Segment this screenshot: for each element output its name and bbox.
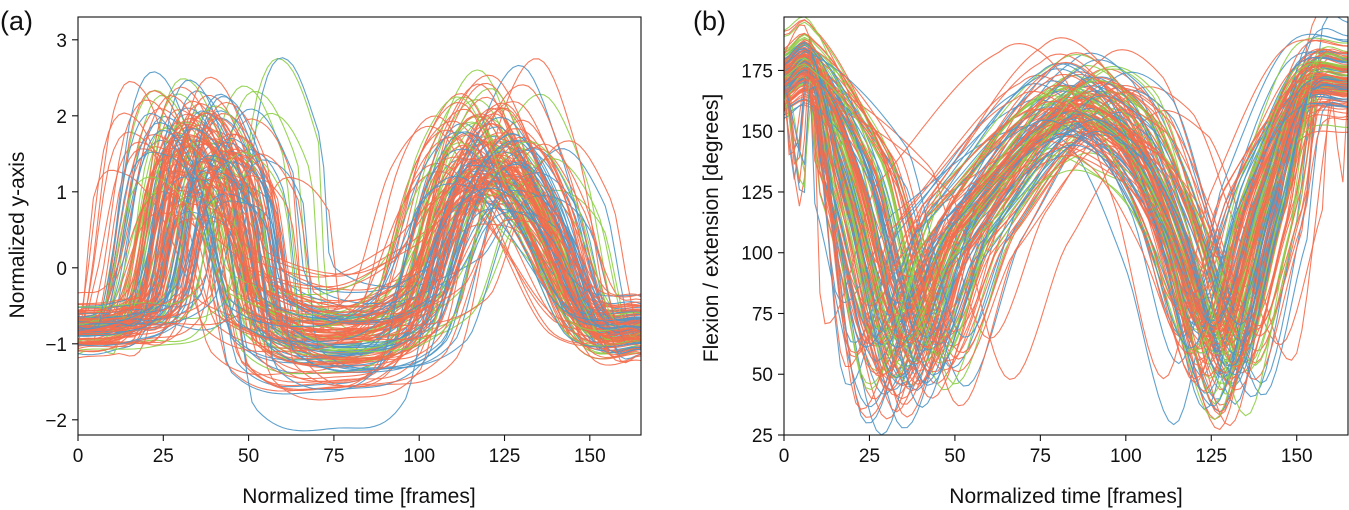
- x-tick-label: 100: [403, 446, 435, 467]
- series-line: [78, 141, 641, 353]
- panel-a-x-axis-label: Normalized time [frames]: [242, 485, 475, 508]
- series-line: [784, 48, 1348, 407]
- series-line: [784, 47, 1348, 396]
- y-tick-label: 2: [56, 107, 67, 128]
- x-tick-label: 150: [574, 446, 606, 467]
- x-tick-label: 25: [859, 446, 880, 467]
- panel-b-plot-area: [784, 17, 1348, 435]
- series-line: [784, 52, 1348, 391]
- series-line: [784, 52, 1348, 410]
- series-line: [78, 128, 641, 330]
- series-line: [784, 61, 1348, 375]
- y-tick-label: 1: [56, 183, 67, 204]
- series-line: [784, 56, 1348, 392]
- series-line: [784, 72, 1348, 372]
- panel-a-plot-area: [78, 57, 641, 432]
- x-tick-label: 25: [153, 446, 174, 467]
- series-line: [78, 130, 641, 343]
- series-line: [784, 60, 1348, 413]
- series-line: [78, 96, 641, 345]
- axes-frame: [783, 16, 1349, 436]
- y-tick-label: 125: [741, 183, 773, 204]
- x-tick-label: 75: [323, 446, 344, 467]
- series-line: [784, 70, 1348, 332]
- series-line: [784, 72, 1348, 380]
- panel-b-label: (b): [693, 6, 726, 36]
- series-line: [78, 100, 641, 360]
- x-tick-label: 0: [779, 446, 790, 467]
- series-line: [78, 84, 641, 361]
- panel-a-y-axis-label: Normalized y-axis: [6, 152, 29, 319]
- y-tick-label: 0: [56, 259, 67, 280]
- series-line: [784, 63, 1348, 373]
- series-line: [78, 102, 641, 336]
- series-line: [784, 65, 1348, 380]
- series-line: [78, 121, 641, 380]
- series-line: [784, 74, 1348, 340]
- y-tick-label: 50: [752, 365, 773, 386]
- series-line: [78, 138, 641, 341]
- x-tick-label: 125: [489, 446, 521, 467]
- series-line: [78, 143, 641, 342]
- panel-b-x-axis-label: Normalized time [frames]: [949, 485, 1182, 508]
- panel-b: (b) 0 25 50 75 100 125 150 25 50 75 100 125 150 175 N…: [693, 6, 1349, 508]
- series-line: [784, 36, 1348, 421]
- y-tick-label: 25: [752, 426, 773, 447]
- y-tick-label: −2: [45, 411, 67, 432]
- series-line: [78, 154, 641, 391]
- series-line: [78, 163, 641, 327]
- series-line: [78, 124, 641, 343]
- series-line: [78, 134, 641, 366]
- panel-b-axes: 0 25 50 75 100 125 150 25 50 75 100 125 150 175: [741, 16, 1349, 467]
- x-tick-label: 50: [238, 446, 259, 467]
- series-line: [784, 34, 1348, 354]
- series-line: [78, 164, 641, 365]
- series-line: [784, 58, 1348, 368]
- series-line: [784, 60, 1348, 385]
- y-tick-label: 175: [741, 61, 773, 82]
- axes-frame: [77, 16, 642, 436]
- x-tick-label: 150: [1281, 446, 1313, 467]
- series-line: [78, 91, 641, 346]
- series-line: [784, 42, 1348, 339]
- y-tick-label: 150: [741, 122, 773, 143]
- series-line: [78, 101, 641, 358]
- series-line: [78, 166, 641, 359]
- y-tick-label: 100: [741, 244, 773, 265]
- x-tick-label: 75: [1030, 446, 1051, 467]
- panel-a-label: (a): [0, 6, 33, 36]
- series-line: [78, 155, 641, 374]
- series-line: [784, 62, 1348, 365]
- series-line: [78, 94, 641, 387]
- series-line: [78, 133, 641, 387]
- series-line: [78, 172, 641, 335]
- series-line: [78, 112, 641, 359]
- x-tick-label: 125: [1195, 446, 1227, 467]
- x-tick-label: 0: [73, 446, 84, 467]
- panel-a: (a) 0 25 50 75 100 125 150 −2 −1 0 1 2 3 Normalized …: [0, 6, 642, 508]
- series-line: [784, 53, 1348, 417]
- series-line: [784, 44, 1348, 407]
- panel-b-y-axis-label: Flexion / extension [degrees]: [700, 94, 723, 363]
- series-line: [78, 96, 641, 332]
- series-line: [78, 154, 641, 334]
- series-line: [78, 140, 641, 329]
- series-line: [784, 60, 1348, 408]
- panel-a-axes: 0 25 50 75 100 125 150 −2 −1 0 1 2 3: [45, 16, 642, 467]
- x-tick-label: 50: [944, 446, 965, 467]
- series-line: [784, 43, 1348, 333]
- y-tick-label: −1: [45, 335, 67, 356]
- series-line: [78, 139, 641, 335]
- x-tick-label: 100: [1110, 446, 1142, 467]
- series-line: [784, 41, 1348, 386]
- series-line: [784, 50, 1348, 346]
- series-line: [784, 85, 1348, 349]
- y-tick-label: 75: [752, 304, 773, 325]
- y-tick-label: 3: [56, 31, 67, 52]
